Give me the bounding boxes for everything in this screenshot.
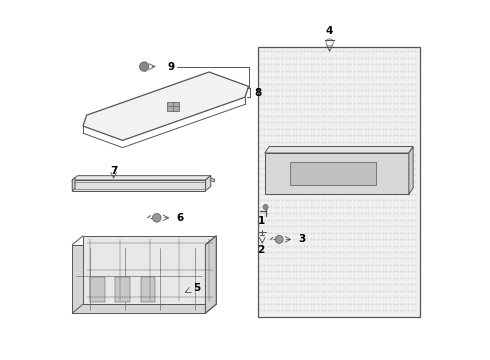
Circle shape xyxy=(263,204,268,210)
Polygon shape xyxy=(409,147,413,194)
Polygon shape xyxy=(265,153,409,194)
Text: 5: 5 xyxy=(193,283,200,293)
Circle shape xyxy=(140,62,149,71)
Polygon shape xyxy=(265,147,413,153)
Polygon shape xyxy=(205,236,216,313)
Polygon shape xyxy=(72,245,205,313)
Polygon shape xyxy=(290,162,376,185)
Polygon shape xyxy=(72,176,211,180)
Circle shape xyxy=(152,213,161,222)
Polygon shape xyxy=(72,180,205,191)
Polygon shape xyxy=(83,72,248,140)
Polygon shape xyxy=(205,176,211,191)
Text: 8: 8 xyxy=(254,87,261,98)
Text: 4: 4 xyxy=(326,26,333,36)
Polygon shape xyxy=(83,236,216,304)
Bar xyxy=(141,277,155,302)
Circle shape xyxy=(275,235,283,243)
Text: 6: 6 xyxy=(176,213,184,223)
Polygon shape xyxy=(258,47,419,317)
Text: 7: 7 xyxy=(110,166,117,176)
Polygon shape xyxy=(167,102,179,111)
Polygon shape xyxy=(72,178,75,191)
Text: 2: 2 xyxy=(258,245,265,255)
Text: 3: 3 xyxy=(298,234,305,244)
Text: 1: 1 xyxy=(258,216,265,226)
Polygon shape xyxy=(72,176,215,182)
Bar xyxy=(90,277,104,302)
Bar xyxy=(116,277,130,302)
Text: 9: 9 xyxy=(168,62,175,72)
